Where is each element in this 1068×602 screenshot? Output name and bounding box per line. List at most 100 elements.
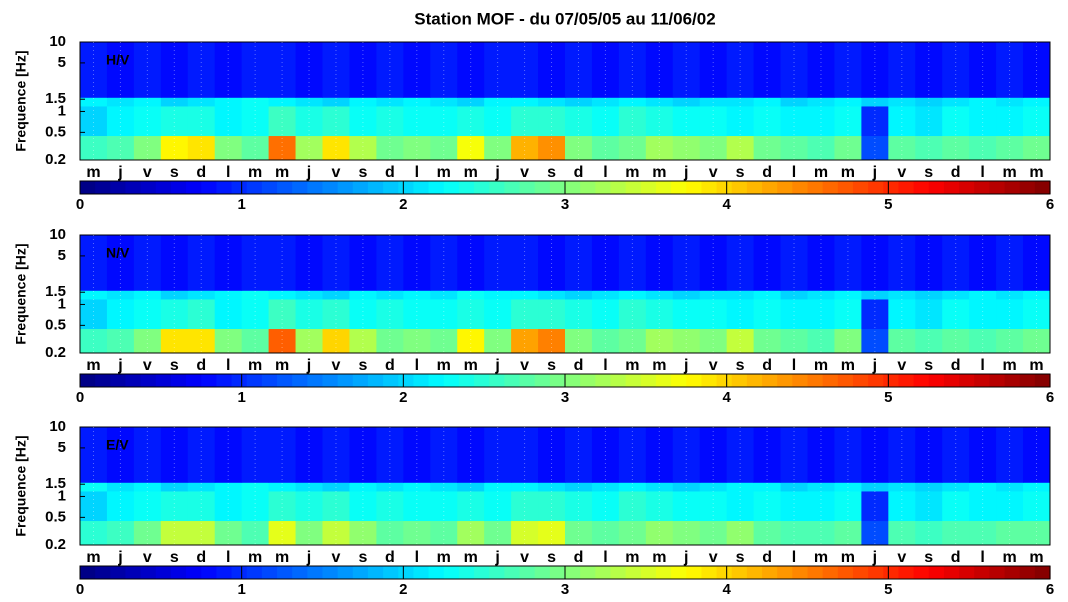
colorbar-segment	[292, 181, 308, 194]
y-tick-label: 10	[49, 33, 66, 50]
heat-cell	[969, 105, 997, 137]
heat-cell	[861, 298, 889, 330]
heat-cell	[430, 427, 458, 483]
colorbar-segment	[807, 181, 824, 194]
heat-cell	[241, 290, 270, 300]
colorbar-segment	[974, 566, 990, 579]
heat-cell	[834, 328, 862, 354]
colorbar-segment	[474, 566, 490, 579]
colorbar-tick-label: 2	[399, 581, 407, 597]
heat-cell	[376, 290, 404, 300]
heat-cell	[996, 42, 1024, 98]
x-tick-label: j	[683, 357, 688, 374]
x-tick-label: m	[1029, 164, 1043, 181]
heat-cell	[834, 482, 862, 492]
heat-cell	[80, 427, 108, 483]
heat-cell	[565, 427, 593, 483]
heat-cell	[942, 42, 970, 98]
heat-cell	[888, 490, 916, 522]
heat-cell	[591, 482, 620, 492]
colorbar-segment	[474, 374, 490, 387]
colorbar-segment	[989, 566, 1006, 579]
heat-cell	[295, 427, 323, 483]
heat-cell	[484, 490, 512, 522]
heat-cell	[133, 427, 162, 483]
x-tick-label: s	[924, 549, 933, 566]
colorbar-segment	[655, 374, 672, 387]
heat-cell	[322, 328, 350, 354]
heat-cell	[915, 105, 943, 137]
colorbar-segment	[231, 566, 248, 579]
heat-cell	[538, 298, 566, 330]
heat-cell	[241, 298, 270, 330]
heat-cell	[349, 235, 377, 291]
colorbar-segment	[959, 374, 975, 387]
heat-cell	[106, 97, 135, 107]
colorbar-segment	[671, 181, 687, 194]
colorbar-segment	[640, 566, 657, 579]
heat-cell	[160, 490, 189, 522]
heat-cell	[295, 520, 323, 546]
heat-cell	[349, 490, 377, 522]
heat-cell	[349, 97, 377, 107]
x-tick-label: s	[736, 549, 745, 566]
heat-cell	[969, 482, 997, 492]
colorbar-tick-label: 6	[1046, 389, 1054, 406]
heat-cell	[133, 235, 162, 291]
x-tick-label: d	[385, 357, 395, 374]
heat-cell	[511, 328, 539, 354]
colorbar-segment	[322, 566, 339, 579]
heat-cell	[726, 490, 755, 522]
heat-cell	[888, 105, 916, 137]
colorbar-segment	[565, 566, 581, 579]
heat-cell	[511, 482, 539, 492]
y-tick-label: 1.5	[45, 283, 66, 300]
heat-cell	[187, 105, 216, 137]
heat-cell	[430, 135, 458, 161]
y-axis-label: Frequence [Hz]	[13, 435, 29, 536]
colorbar-segment	[170, 374, 187, 387]
colorbar-tick-label: 0	[76, 196, 84, 213]
heat-cell	[753, 135, 782, 161]
heat-cell	[618, 290, 647, 300]
heat-cell	[645, 97, 674, 107]
colorbar-segment	[837, 566, 854, 579]
heat-cell	[753, 490, 782, 522]
heat-cell	[726, 298, 755, 330]
x-tick-label: j	[494, 357, 499, 374]
colorbar-segment	[655, 566, 672, 579]
heat-cell	[834, 427, 862, 483]
heat-cell	[322, 490, 350, 522]
colorbar-segment	[140, 566, 157, 579]
x-tick-label: s	[924, 357, 933, 374]
x-tick-label: m	[464, 357, 478, 374]
colorbar-segment	[155, 374, 172, 387]
colorbar-segment	[413, 566, 430, 579]
heat-cell	[807, 298, 835, 330]
heat-cell	[861, 490, 889, 522]
heat-cell	[457, 235, 485, 291]
x-tick-label: l	[792, 164, 796, 181]
heat-cell	[511, 520, 539, 546]
heat-cell	[80, 482, 108, 492]
heat-cell	[241, 42, 270, 98]
heat-cell	[268, 328, 297, 354]
heat-cell	[80, 97, 108, 107]
heat-cell	[672, 290, 701, 300]
colorbar-segment	[398, 566, 415, 579]
colorbar-segment	[383, 566, 399, 579]
x-tick-label: m	[1029, 549, 1043, 566]
x-tick-label: m	[625, 549, 639, 566]
heat-cell	[645, 105, 674, 137]
heat-cell	[484, 97, 512, 107]
heat-cell	[726, 328, 755, 354]
heat-cell	[591, 298, 620, 330]
colorbar-segment	[322, 374, 339, 387]
heat-cell	[780, 97, 808, 107]
x-tick-label: s	[736, 164, 745, 181]
heat-cell	[349, 328, 377, 354]
heat-cell	[726, 290, 755, 300]
colorbar-segment	[125, 566, 142, 579]
x-tick-label: v	[143, 357, 152, 374]
heat-cell	[403, 482, 431, 492]
